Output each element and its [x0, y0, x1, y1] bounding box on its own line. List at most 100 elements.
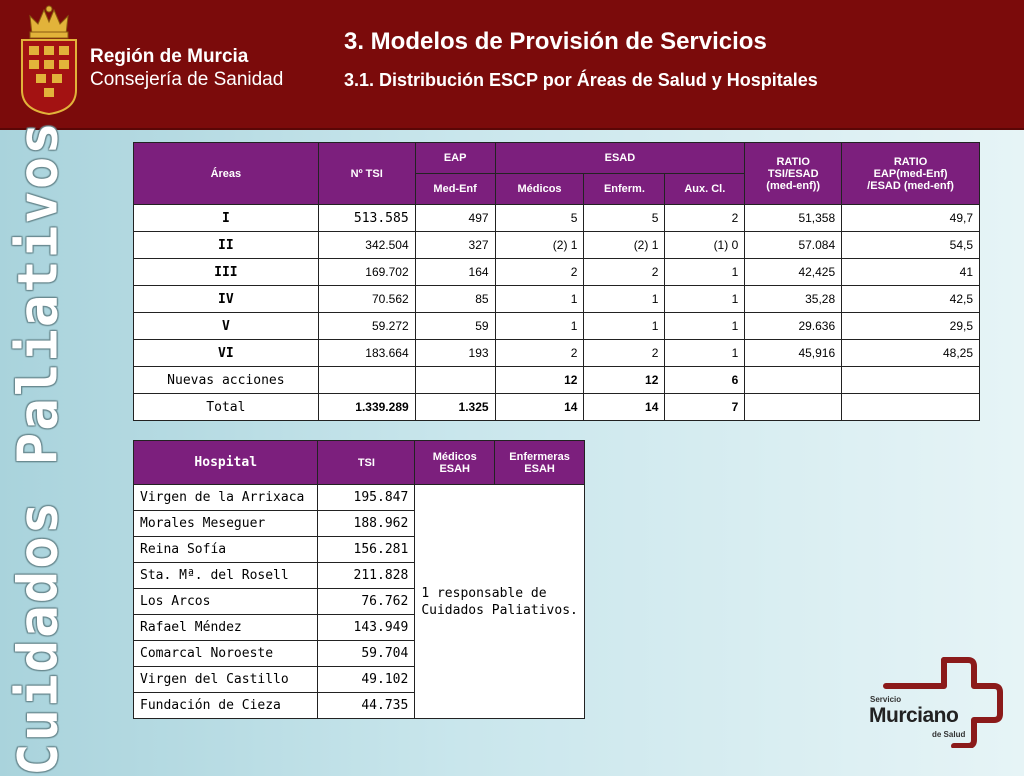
total-aux-cell: 7 — [664, 393, 746, 421]
page-title: 3. Modelos de Provisión de Servicios — [344, 28, 767, 55]
enferm-cell: 5 — [583, 204, 666, 232]
total-row: Total 1.339.289 1.325 14 14 7 — [133, 393, 980, 421]
hospital-tsi-cell: 49.102 — [317, 666, 416, 693]
ratio2-cell: 42,5 — [841, 285, 980, 313]
hospital-name-cell: Los Arcos — [132, 588, 319, 615]
aux-cell: 2 — [664, 204, 746, 232]
page-subtitle: 3.1. Distribución ESCP por Áreas de Salu… — [344, 70, 818, 90]
esah-merged-note: 1 responsable de Cuidados Paliativos. — [414, 484, 585, 719]
table-row: Fundación de Cieza 44.735 — [132, 692, 585, 719]
area-cell: III — [133, 258, 319, 286]
area-cell: I — [133, 204, 319, 232]
ratio2-cell: 49,7 — [841, 204, 980, 232]
table-row: Sta. Mª. del Rosell 211.828 — [132, 562, 585, 589]
table-row: Reina Sofía 156.281 — [132, 536, 585, 563]
medicos-cell: 1 — [494, 285, 585, 313]
header-ratio1-line2: TSI/ESAD — [767, 167, 819, 180]
header-ratio2-line1: RATIO — [893, 155, 928, 168]
empty-cell — [744, 393, 843, 421]
header-esad: ESAD — [494, 142, 746, 174]
hospital-name-cell: Rafael Méndez — [132, 614, 319, 641]
hospital-tsi-cell: 211.828 — [317, 562, 416, 589]
eap-cell: 497 — [414, 204, 496, 232]
eap-cell: 193 — [414, 339, 496, 367]
tsi-cell: 70.562 — [317, 285, 416, 313]
enferm-cell: 1 — [583, 312, 666, 340]
table-row: Comarcal Noroeste 59.704 — [132, 640, 585, 667]
hospital-table: Hospital TSI Médicos ESAH Enfermeras ESA… — [132, 440, 585, 719]
ratio2-cell: 29,5 — [841, 312, 980, 340]
nuevas-acciones-label: Nuevas acciones — [133, 366, 319, 394]
total-eap-cell: 1.325 — [414, 393, 496, 421]
tsi-cell: 183.664 — [317, 339, 416, 367]
table-row: IV 70.562 85 1 1 1 35,28 42,5 — [133, 285, 980, 313]
empty-cell — [841, 366, 980, 394]
table-row: III 169.702 164 2 2 1 42,425 41 — [133, 258, 980, 286]
table-row: Virgen del Castillo 49.102 — [132, 666, 585, 693]
header-banner: Región de Murcia Consejería de Sanidad 3… — [0, 0, 1024, 130]
empty-cell — [414, 366, 496, 394]
enferm-cell: (2) 1 — [583, 231, 666, 259]
medicos-cell: 1 — [494, 312, 585, 340]
aux-cell: 1 — [664, 285, 746, 313]
tsi-cell: 59.272 — [317, 312, 416, 340]
ratio1-cell: 57.084 — [744, 231, 843, 259]
ratio1-cell: 51,358 — [744, 204, 843, 232]
vertical-section-title: Cuidados Paliativos — [6, 120, 70, 776]
header-ratio1-line1: RATIO — [776, 155, 810, 168]
enferm-cell: 2 — [583, 339, 666, 367]
nuevas-aux-cell: 6 — [664, 366, 746, 394]
table-row: Virgen de la Arrixaca 195.847 1 responsa… — [132, 484, 585, 719]
hospital-name-cell: Sta. Mª. del Rosell — [132, 562, 319, 589]
area-cell: IV — [133, 285, 319, 313]
eap-cell: 59 — [414, 312, 496, 340]
servicio-murciano-salud-logo-icon — [883, 657, 1003, 748]
table-row: V 59.272 59 1 1 1 29.636 29,5 — [133, 312, 980, 340]
total-tsi-cell: 1.339.289 — [317, 393, 416, 421]
esah-note-line1: 1 responsable de — [421, 585, 547, 601]
header-medicos-esah-line2: ESAH — [439, 462, 470, 475]
tsi-cell: 513.585 — [317, 204, 416, 232]
enferm-cell: 1 — [583, 285, 666, 313]
logo-servicio-text: Servicio — [870, 695, 902, 704]
aux-cell: 1 — [664, 312, 746, 340]
hospital-tsi-cell: 195.847 — [317, 484, 416, 511]
header-enfermeras-esah-line1: Enfermeras — [509, 450, 570, 463]
header-medicos-esah: Médicos ESAH — [414, 440, 496, 485]
tsi-cell: 342.504 — [317, 231, 416, 259]
header-ratio2-line2: EAP(med-Enf) — [873, 167, 948, 180]
total-label: Total — [133, 393, 319, 421]
eap-cell: 164 — [414, 258, 496, 286]
area-cell: V — [133, 312, 319, 340]
table-row: II 342.504 327 (2) 1 (2) 1 (1) 0 57.084 … — [133, 231, 980, 259]
ratio2-cell: 48,25 — [841, 339, 980, 367]
logo-de-salud-text: de Salud — [932, 730, 966, 739]
area-cell: VI — [133, 339, 319, 367]
nuevas-medicos-cell: 12 — [494, 366, 585, 394]
header-ratio-eap-esad: RATIO EAP(med-Enf) /ESAD (med-enf) — [841, 142, 980, 205]
hospital-tsi-cell: 76.762 — [317, 588, 416, 615]
header-areas: Áreas — [133, 142, 319, 205]
medicos-cell: 5 — [494, 204, 585, 232]
header-ratio-tsi-esad: RATIO TSI/ESAD (med-enf)) — [744, 142, 843, 205]
medicos-cell: (2) 1 — [494, 231, 585, 259]
empty-cell — [744, 366, 843, 394]
aux-cell: 1 — [664, 258, 746, 286]
hospital-name-cell: Virgen del Castillo — [132, 666, 319, 693]
total-enferm-cell: 14 — [583, 393, 666, 421]
table-row: Morales Meseguer 188.962 — [132, 510, 585, 537]
header-medicos: Médicos — [494, 173, 585, 205]
logo-murciano-text: Murciano — [869, 704, 959, 727]
empty-cell — [317, 366, 416, 394]
nuevas-enferm-cell: 12 — [583, 366, 666, 394]
hospital-tsi-cell: 143.949 — [317, 614, 416, 641]
medicos-cell: 2 — [494, 258, 585, 286]
header-ratio1-line3: (med-enf)) — [766, 179, 821, 192]
header-hospital: Hospital — [132, 440, 319, 485]
hospital-name-cell: Morales Meseguer — [132, 510, 319, 537]
region-name: Región de Murcia — [90, 46, 249, 67]
total-medicos-cell: 14 — [494, 393, 585, 421]
header-enfermeras-esah: Enfermeras ESAH — [494, 440, 585, 485]
header-hosp-tsi: TSI — [317, 440, 416, 485]
hospital-name-cell: Comarcal Noroeste — [132, 640, 319, 667]
